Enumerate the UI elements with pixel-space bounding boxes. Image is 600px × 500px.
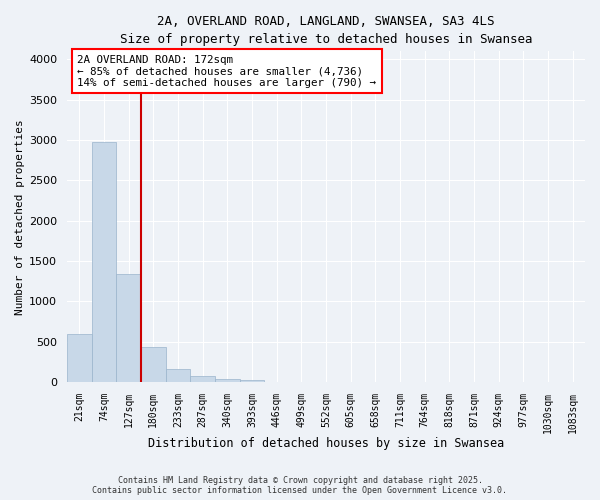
Bar (92, 142, 116, 382)
Text: 2A OVERLAND ROAD: 172sqm
← 85% of detached houses are smaller (4,736)
14% of sem: 2A OVERLAND ROAD: 172sqm ← 85% of detach… (77, 54, 376, 88)
X-axis label: Distribution of detached houses by size in Swansea: Distribution of detached houses by size … (148, 437, 504, 450)
Bar (67, 334, 92, 382)
Text: Contains HM Land Registry data © Crown copyright and database right 2025.
Contai: Contains HM Land Registry data © Crown c… (92, 476, 508, 495)
Bar (239, 380, 265, 382)
Bar (190, 376, 215, 382)
Bar (215, 379, 239, 382)
Bar (116, 274, 141, 382)
Bar (166, 368, 190, 382)
Bar (141, 348, 166, 382)
Title: 2A, OVERLAND ROAD, LANGLAND, SWANSEA, SA3 4LS
Size of property relative to detac: 2A, OVERLAND ROAD, LANGLAND, SWANSEA, SA… (120, 15, 532, 46)
Y-axis label: Number of detached properties: Number of detached properties (15, 119, 25, 314)
